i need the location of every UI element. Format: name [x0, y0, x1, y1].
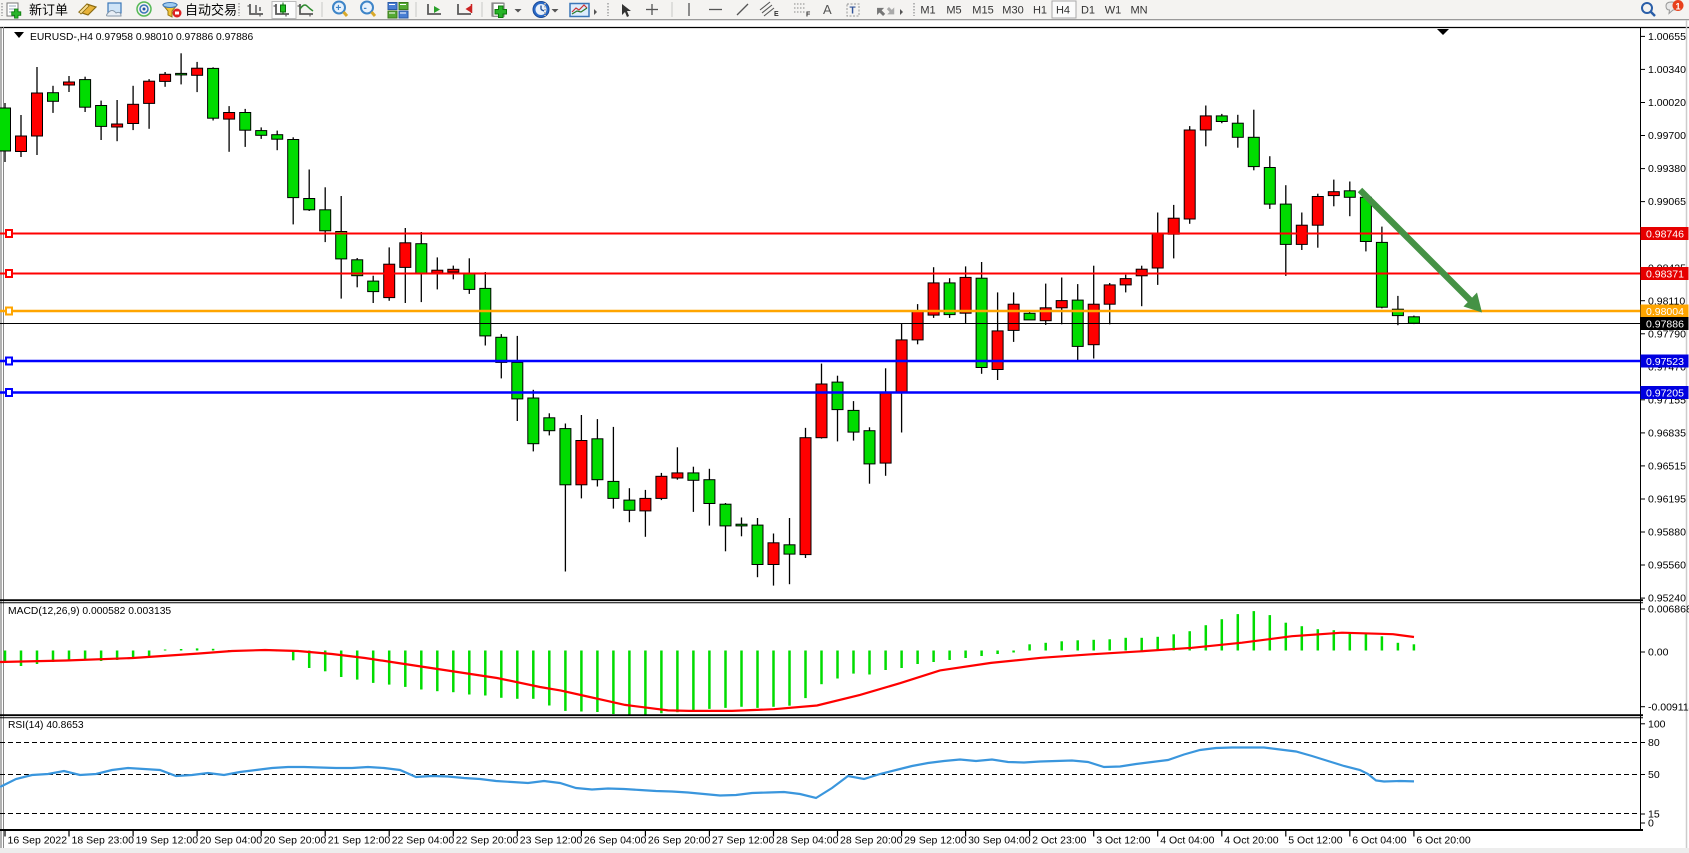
svg-text:新订单: 新订单	[29, 3, 68, 18]
svg-text:1.00020: 1.00020	[1648, 97, 1686, 109]
svg-text:26 Sep 20:00: 26 Sep 20:00	[648, 835, 711, 847]
svg-text:2 Oct 23:00: 2 Oct 23:00	[1032, 835, 1086, 847]
svg-text:-0.009114: -0.009114	[1648, 701, 1689, 713]
svg-text:H1: H1	[1033, 5, 1047, 17]
svg-text:4 Oct 20:00: 4 Oct 20:00	[1224, 835, 1278, 847]
svg-text:19 Sep 12:00: 19 Sep 12:00	[136, 835, 199, 847]
svg-text:EURUSD-,H4 0.97958 0.98010 0.: EURUSD-,H4 0.97958 0.98010 0.97886 0.978…	[30, 32, 254, 43]
svg-text:M5: M5	[946, 5, 961, 17]
svg-text:D1: D1	[1081, 5, 1095, 17]
svg-text:6 Oct 20:00: 6 Oct 20:00	[1416, 835, 1470, 847]
svg-text:3 Oct 12:00: 3 Oct 12:00	[1096, 835, 1150, 847]
svg-text:16 Sep 2022: 16 Sep 2022	[8, 835, 68, 847]
svg-text:0.95240: 0.95240	[1648, 593, 1686, 605]
svg-text:0.97790: 0.97790	[1648, 328, 1686, 340]
svg-text:0: 0	[1648, 818, 1654, 830]
svg-text:0.97886: 0.97886	[1646, 318, 1684, 330]
svg-text:-: -	[364, 3, 367, 14]
svg-text:0.99380: 0.99380	[1648, 163, 1686, 175]
svg-text:MACD(12,26,9) 0.000582 0.00313: MACD(12,26,9) 0.000582 0.003135	[8, 606, 171, 617]
svg-text:23 Sep 12:00: 23 Sep 12:00	[520, 835, 583, 847]
svg-text:0.99065: 0.99065	[1648, 196, 1686, 208]
svg-text:1.00655: 1.00655	[1648, 31, 1686, 43]
svg-text:1: 1	[1675, 2, 1680, 12]
svg-text:A: A	[823, 2, 832, 17]
svg-text:1.00340: 1.00340	[1648, 64, 1686, 76]
svg-text:20 Sep 04:00: 20 Sep 04:00	[200, 835, 263, 847]
svg-text:28 Sep 04:00: 28 Sep 04:00	[776, 835, 839, 847]
svg-text:0.96515: 0.96515	[1648, 461, 1686, 473]
svg-text:自动交易: 自动交易	[185, 3, 237, 18]
svg-text:H4: H4	[1056, 5, 1070, 17]
svg-text:28 Sep 20:00: 28 Sep 20:00	[840, 835, 903, 847]
svg-text:30 Sep 04:00: 30 Sep 04:00	[968, 835, 1031, 847]
svg-text:80: 80	[1648, 737, 1660, 749]
svg-text:0.97205: 0.97205	[1646, 387, 1684, 399]
svg-text:0.95560: 0.95560	[1648, 560, 1686, 572]
svg-text:0.00: 0.00	[1648, 647, 1669, 659]
svg-text:RSI(14) 40.8653: RSI(14) 40.8653	[8, 720, 84, 731]
svg-text:T: T	[850, 6, 856, 17]
svg-text:50: 50	[1648, 769, 1660, 781]
svg-text:22 Sep 04:00: 22 Sep 04:00	[392, 835, 455, 847]
svg-text:M1: M1	[920, 5, 935, 17]
svg-text:21 Sep 12:00: 21 Sep 12:00	[328, 835, 391, 847]
svg-text:F: F	[806, 12, 811, 19]
svg-text:29 Sep 12:00: 29 Sep 12:00	[904, 835, 967, 847]
svg-text:26 Sep 04:00: 26 Sep 04:00	[584, 835, 647, 847]
svg-text:0.98371: 0.98371	[1646, 268, 1684, 280]
svg-text:4 Oct 04:00: 4 Oct 04:00	[1160, 835, 1214, 847]
svg-text:0.95880: 0.95880	[1648, 527, 1686, 539]
svg-text:MN: MN	[1130, 5, 1147, 17]
svg-text:15: 15	[1648, 809, 1660, 821]
svg-text:22 Sep 20:00: 22 Sep 20:00	[456, 835, 519, 847]
svg-text:M15: M15	[972, 5, 993, 17]
svg-text:0.98110: 0.98110	[1648, 295, 1685, 307]
svg-text:0.98004: 0.98004	[1646, 306, 1684, 318]
svg-text:+: +	[336, 3, 342, 14]
svg-text:M30: M30	[1002, 5, 1023, 17]
svg-text:0.006868: 0.006868	[1648, 604, 1689, 616]
svg-text:27 Sep 12:00: 27 Sep 12:00	[712, 835, 775, 847]
svg-text:0.97523: 0.97523	[1646, 356, 1684, 368]
svg-text:0.96195: 0.96195	[1648, 494, 1686, 506]
svg-text:E: E	[774, 11, 779, 18]
svg-text:0.98746: 0.98746	[1646, 228, 1684, 240]
svg-text:0.96835: 0.96835	[1648, 428, 1686, 440]
svg-text:W1: W1	[1105, 5, 1122, 17]
svg-text:20 Sep 20:00: 20 Sep 20:00	[264, 835, 327, 847]
svg-text:18 Sep 23:00: 18 Sep 23:00	[72, 835, 135, 847]
svg-text:6 Oct 04:00: 6 Oct 04:00	[1352, 835, 1406, 847]
svg-text:100: 100	[1648, 718, 1666, 730]
svg-text:0.99700: 0.99700	[1648, 130, 1686, 142]
svg-text:5 Oct 12:00: 5 Oct 12:00	[1288, 835, 1342, 847]
